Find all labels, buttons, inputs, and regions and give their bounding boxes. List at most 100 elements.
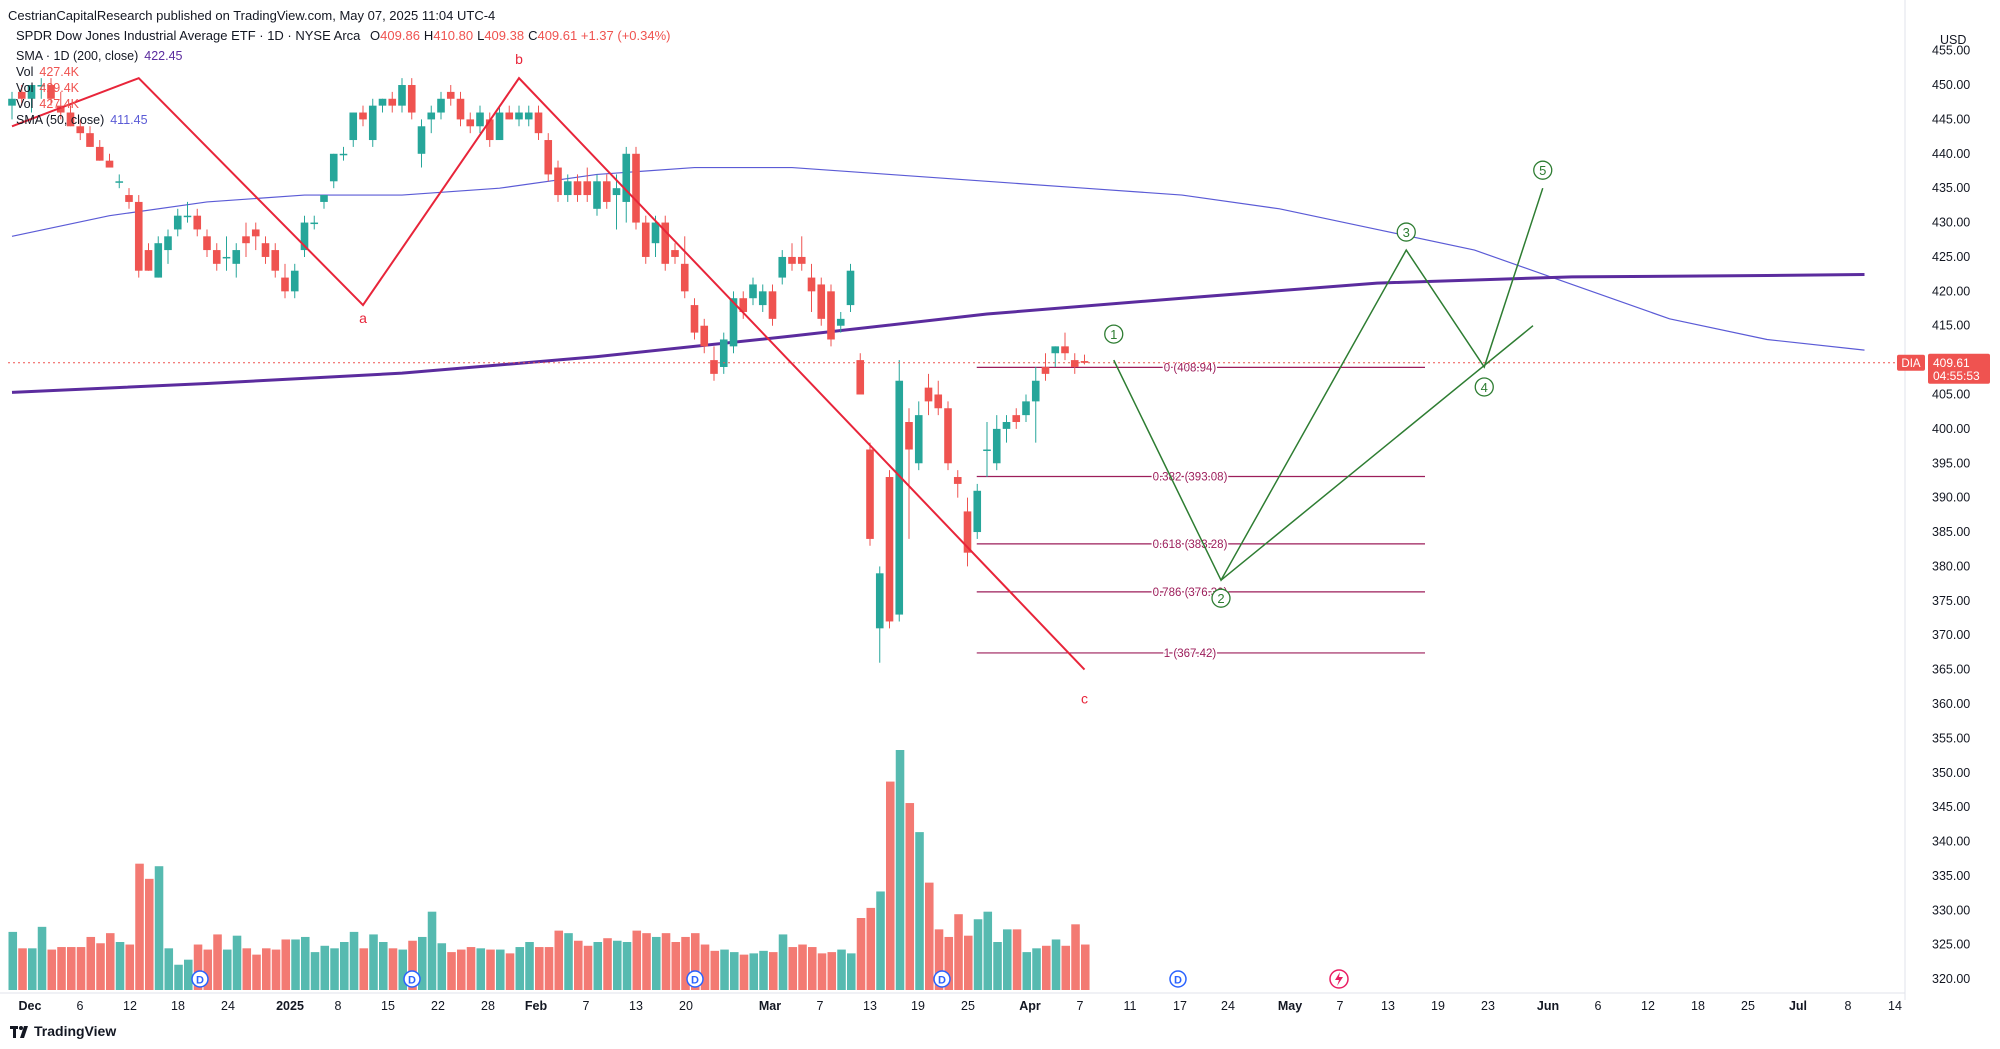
- dividend-marker: D: [1169, 970, 1187, 988]
- indicator-row[interactable]: Vol 427.4K: [16, 64, 79, 80]
- volume-bar: [847, 953, 856, 990]
- price-tick: 340.00: [1932, 835, 1970, 849]
- volume-bar: [632, 930, 642, 990]
- candle-body: [778, 256, 787, 278]
- candle-body: [56, 105, 65, 113]
- volume-bar: [1012, 929, 1022, 990]
- volume-bar: [125, 944, 135, 990]
- time-tick: 7: [817, 999, 824, 1013]
- volume-bar: [915, 832, 924, 990]
- candle-body: [632, 153, 640, 223]
- candle-body: [612, 188, 621, 196]
- volume-bar: [67, 947, 76, 990]
- volume-bar: [1081, 944, 1090, 990]
- candle-body: [602, 181, 611, 202]
- candle-body: [1002, 422, 1011, 429]
- candle-body: [797, 256, 806, 264]
- volume-bar: [808, 947, 817, 990]
- dividend-marker-label: D: [691, 975, 699, 987]
- volume-bar: [418, 936, 427, 990]
- wave-circle: [1211, 588, 1231, 608]
- volume-bar: [583, 945, 593, 990]
- time-axis: Dec 6 12 18 24 2025 8 15 22 28 Feb 7 13 20 Mar 7 13 19 25 A…: [19, 999, 1902, 1013]
- candle-body: [17, 91, 26, 99]
- volume-bar: [154, 866, 164, 990]
- candle-body: [232, 250, 241, 264]
- candle-body: [856, 360, 865, 395]
- brand-label: TradingView: [34, 1023, 117, 1039]
- candle-body: [807, 277, 816, 292]
- candle-body: [739, 298, 748, 312]
- candle-body: [359, 112, 367, 120]
- dividend-marker: D: [933, 970, 951, 988]
- volume-bar: [973, 919, 983, 990]
- volume-bar: [730, 952, 739, 990]
- volume-bar: [905, 803, 915, 990]
- candle-body: [1041, 366, 1050, 374]
- volume-bar: [1051, 939, 1061, 990]
- candle-body: [427, 112, 436, 120]
- candle-body: [86, 133, 94, 147]
- candle-body: [583, 181, 592, 196]
- candle-body: [895, 380, 904, 615]
- instrument-title: SPDR Dow Jones Industrial Average ETF · …: [16, 28, 361, 43]
- candle-body: [193, 215, 202, 230]
- tradingview-brand[interactable]: TradingView: [10, 1023, 116, 1039]
- price-tick: 330.00: [1932, 903, 1970, 917]
- candle-body: [485, 119, 494, 141]
- volume-bar: [262, 948, 271, 990]
- volume-bar: [525, 942, 534, 990]
- wave-number: 2: [1217, 591, 1224, 606]
- wave-label-b: b: [515, 51, 523, 67]
- time-tick: 18: [1691, 999, 1705, 1013]
- fib-label: 1 (367.42): [1164, 648, 1217, 660]
- price-tick: 400.00: [1932, 422, 1970, 436]
- time-tick: 18: [171, 999, 185, 1013]
- volume-bar: [379, 942, 388, 990]
- time-tick: Jun: [1537, 999, 1559, 1013]
- indicator-row[interactable]: Vol 427.4K: [16, 96, 79, 112]
- candle-body: [729, 298, 738, 347]
- candle-body: [290, 270, 299, 292]
- volume-bar: [934, 929, 944, 990]
- price-tick: 395.00: [1932, 456, 1970, 470]
- volume-bar: [788, 947, 798, 990]
- price-tick: 360.00: [1932, 697, 1970, 711]
- indicator-row[interactable]: SMA · 1D (200, close) 422.45: [16, 48, 183, 64]
- wave-circle: [1396, 222, 1416, 242]
- volume-bar: [457, 949, 466, 990]
- time-tick: 7: [1337, 999, 1344, 1013]
- candle-body: [1012, 415, 1021, 423]
- volume-bar: [408, 940, 417, 990]
- candle-body: [671, 250, 679, 257]
- price-tick: 350.00: [1932, 766, 1970, 780]
- time-tick: 23: [1481, 999, 1495, 1013]
- volume-bar: [944, 936, 954, 990]
- time-tick: 19: [1431, 999, 1445, 1013]
- indicator-value: 411.45: [110, 113, 148, 127]
- candle-body: [661, 222, 670, 264]
- price-tick: 375.00: [1932, 594, 1970, 608]
- volume-bar: [554, 930, 564, 990]
- indicator-row[interactable]: SMA (50, close) 411.45: [16, 112, 148, 128]
- volume-bar: [837, 949, 846, 990]
- candle-body: [476, 112, 484, 127]
- publish-header: CestrianCapitalResearch published on Tra…: [8, 8, 496, 23]
- volume-bar: [700, 944, 710, 990]
- indicator-label: SMA (50, close): [16, 113, 105, 127]
- indicator-row[interactable]: Vol 429.4K: [16, 80, 79, 96]
- volume-bar: [388, 948, 398, 990]
- time-tick: 25: [1741, 999, 1755, 1013]
- volume-bar: [1042, 945, 1051, 990]
- wave-circle: [1474, 377, 1494, 397]
- price-tick: 405.00: [1932, 387, 1970, 401]
- candle-body: [300, 222, 309, 251]
- dividend-marker-circle: [403, 970, 421, 988]
- volume-bar: [398, 949, 408, 990]
- candle-body: [885, 477, 894, 622]
- volume-bar: [47, 949, 57, 990]
- price-tag-countdown: 04:55:53: [1933, 369, 1980, 383]
- candle-body: [203, 236, 211, 251]
- time-tick: 24: [221, 999, 235, 1013]
